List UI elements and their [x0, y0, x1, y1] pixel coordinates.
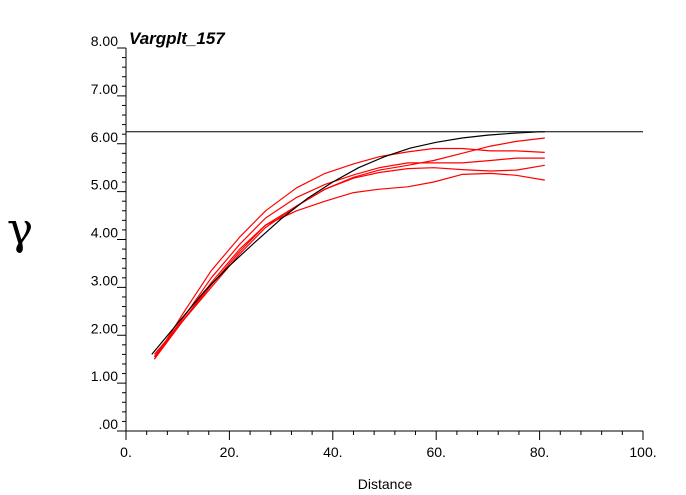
x-axis-label: Distance [358, 476, 413, 492]
y-axis-ticks: .00 1.00 2.00 3.00 4.00 5.00 6.00 7.00 8.00 [91, 33, 126, 432]
plot-axes [125, 48, 643, 432]
y-tick-label: 5.00 [91, 177, 118, 193]
x-tick-label: 0. [120, 444, 132, 460]
y-axis-label: γ [7, 204, 33, 255]
x-tick-label: 20. [220, 444, 239, 460]
y-tick-label: 3.00 [91, 272, 118, 288]
y-tick-label: 2.00 [91, 320, 118, 336]
experimental-variogram-line-1 [153, 147, 545, 360]
model-variogram-line [151, 131, 545, 355]
experimental-variogram-line-2 [153, 157, 545, 358]
x-tick-label: 40. [323, 444, 342, 460]
x-tick-label: 100. [629, 444, 656, 460]
experimental-variogram-line-5 [153, 137, 545, 355]
y-tick-label: 7.00 [91, 81, 118, 97]
x-axis-ticks: 0. 20. 40. 60. 80. 100. [120, 431, 657, 460]
y-tick-label: .00 [99, 416, 119, 432]
x-tick-label: 80. [530, 444, 549, 460]
y-tick-label: 6.00 [91, 129, 118, 145]
experimental-variogram-line-4 [153, 172, 545, 360]
y-tick-label: 1.00 [91, 368, 118, 384]
chart-title: Vargplt_157 [129, 29, 226, 48]
y-tick-label: 4.00 [91, 225, 118, 241]
series-layer [126, 131, 643, 360]
y-tick-label: 8.00 [91, 33, 118, 49]
x-tick-label: 60. [426, 444, 445, 460]
